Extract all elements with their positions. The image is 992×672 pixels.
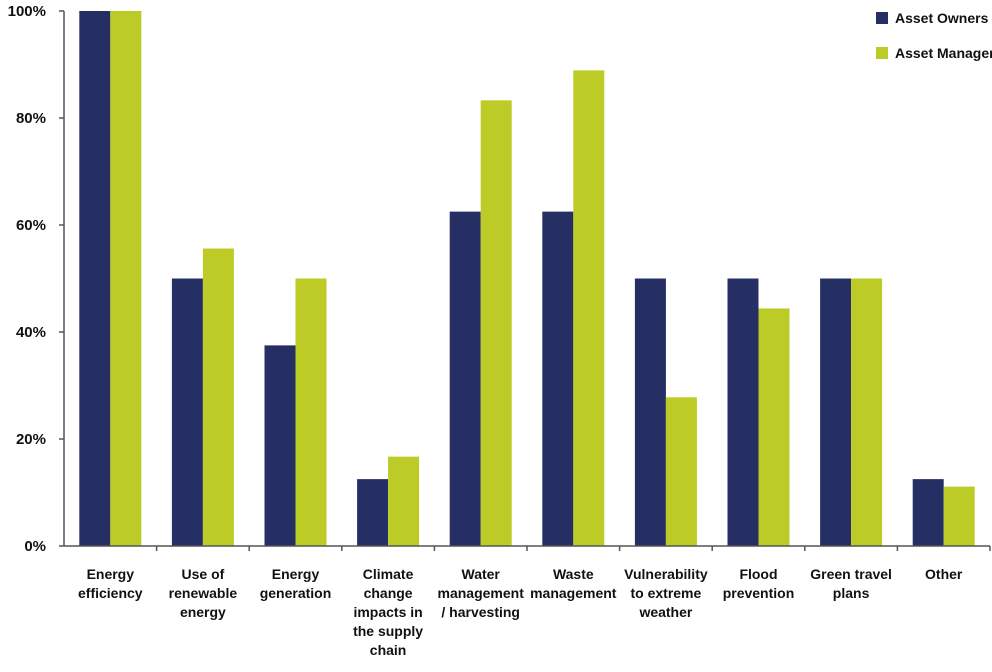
bar-asset-owners [357,479,389,546]
x-category-label-line: Other [925,566,963,582]
x-category-label-line: plans [833,585,870,601]
x-category-label-line: prevention [723,585,795,601]
bar-asset-managers [851,278,883,546]
x-category-label-line: management [438,585,525,601]
x-category-label-line: impacts in [353,604,422,620]
x-axis-category-labels: Energy efficiency Use of renewable energy Ene… [78,566,963,658]
x-category-label: Waste management [530,566,617,601]
x-category-label-line: Energy [87,566,135,582]
x-category-label-line: change [364,585,413,601]
x-category-label: Flood prevention [723,566,795,601]
x-category-label: Other [925,566,963,582]
bar-asset-managers [202,248,234,547]
x-category-label-line: Use of [182,566,225,582]
x-category-label-line: generation [260,585,332,601]
y-tick-label: 100% [8,3,46,20]
bars-group [79,11,975,547]
x-category-label: Water management / harvesting [438,566,525,620]
bar-asset-owners [727,278,759,546]
bar-asset-managers [110,11,142,546]
x-category-label-line: Climate [363,566,414,582]
x-category-label-line: Waste [553,566,594,582]
x-category-label-line: Flood [739,566,777,582]
bar-asset-managers [573,70,605,546]
x-category-label-line: management [530,585,617,601]
bar-asset-managers [758,308,790,546]
y-axis-ticks: 0% 20% 40% 60% 80% 100% [8,3,64,555]
x-category-label-line: chain [370,642,407,658]
bar-asset-managers [295,278,327,546]
bar-asset-owners [820,278,852,546]
bar-asset-owners [634,278,666,546]
x-category-label: Use of renewable energy [169,566,238,620]
bar-asset-owners [264,345,296,546]
x-category-label: Energy generation [260,566,332,601]
x-category-label-line: Water [462,566,501,582]
y-tick-label: 40% [16,324,46,341]
x-category-label: Vulnerability to extreme weather [624,566,708,620]
bar-asset-owners [449,211,481,546]
x-category-label-line: Energy [272,566,320,582]
y-tick-label: 0% [24,538,46,555]
legend-label-asset-managers: Asset Managers [895,45,992,61]
bar-asset-owners [912,479,944,546]
y-tick-label: 60% [16,217,46,234]
x-category-label-line: renewable [169,585,238,601]
x-category-label: Climate change impacts in the supply chain [353,566,423,658]
legend-label-asset-owners: Asset Owners [895,10,989,26]
bar-asset-managers [943,486,975,546]
bar-asset-managers [388,456,420,546]
bar-asset-managers [665,397,697,546]
bar-asset-owners [171,278,203,546]
x-category-label-line: to extreme [630,585,701,601]
bar-asset-managers [480,100,512,546]
bar-asset-owners [79,11,111,546]
x-axis-ticks [155,546,991,551]
x-category-label-line: the supply [353,623,423,639]
x-category-label-line: / harvesting [441,604,520,620]
x-category-label-line: efficiency [78,585,143,601]
x-category-label-line: weather [638,604,692,620]
y-tick-label: 20% [16,431,46,448]
x-category-label: Energy efficiency [78,566,143,601]
legend: Asset Owners Asset Managers [876,10,992,61]
y-tick-label: 80% [16,110,46,127]
x-category-label: Green travel plans [810,566,892,601]
x-category-label-line: Vulnerability [624,566,708,582]
legend-swatch-asset-owners [876,12,888,24]
legend-swatch-asset-managers [876,47,888,59]
bar-asset-owners [542,211,574,546]
x-category-label-line: energy [180,604,226,620]
x-category-label-line: Green travel [810,566,892,582]
